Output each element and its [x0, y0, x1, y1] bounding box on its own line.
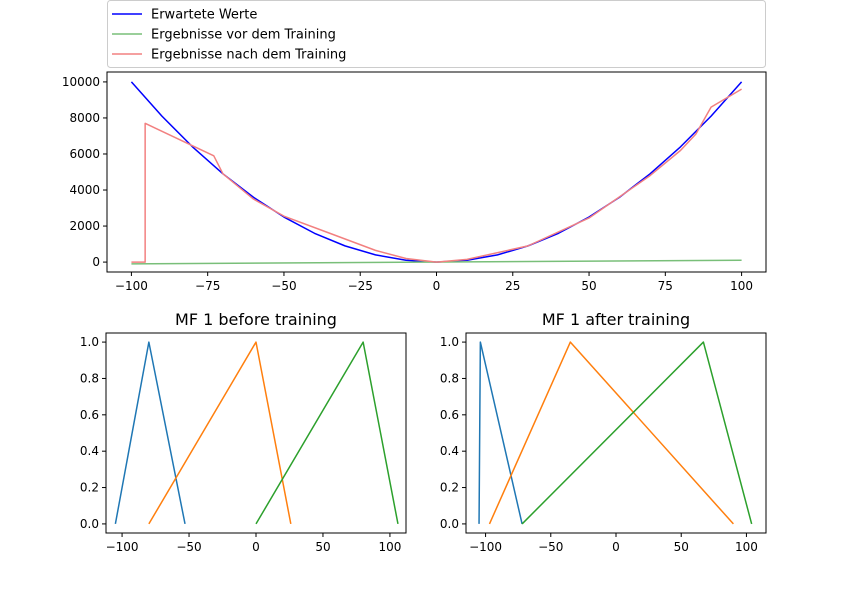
y-tick-label: 0	[92, 255, 100, 269]
x-tick-label: −75	[195, 279, 220, 293]
series-line-2	[521, 341, 753, 525]
x-tick-label: −100	[106, 540, 139, 554]
x-tick-label: −50	[271, 279, 296, 293]
x-tick-label: 100	[730, 279, 753, 293]
x-tick-label: 50	[315, 540, 330, 554]
x-tick-label: 100	[735, 540, 758, 554]
x-tick-label: 50	[581, 279, 596, 293]
x-tick-label: −50	[538, 540, 563, 554]
plot-title: MF 1 after training	[542, 310, 690, 329]
series-line-0	[130, 81, 743, 263]
y-tick-label: 1.0	[80, 335, 99, 349]
y-tick-label: 0.4	[440, 444, 459, 458]
y-tick-label: 6000	[69, 147, 100, 161]
y-tick-label: 10000	[62, 75, 100, 89]
y-tick-label: 0.8	[80, 371, 99, 385]
y-tick-label: 0.6	[80, 408, 99, 422]
x-tick-label: −100	[469, 540, 502, 554]
x-tick-label: 75	[658, 279, 673, 293]
x-tick-label: 0	[612, 540, 620, 554]
mf-before-plot: −100 −50 0 50 100 0.0 0.2 0.4 0.6 0.8 1.0 MF 1 befo…	[80, 310, 407, 554]
series-line-0	[478, 341, 523, 525]
y-tick-label: 4000	[69, 183, 100, 197]
legend-entry: Ergebnisse nach dem Training	[151, 48, 346, 63]
y-tick-label: 0.2	[80, 481, 99, 495]
series-line-0	[114, 341, 186, 525]
x-tick-label: 0	[252, 540, 260, 554]
axes-frame	[106, 71, 767, 273]
x-tick-label: −50	[176, 540, 201, 554]
series-line-1	[148, 341, 292, 525]
y-tick-label: 0.2	[440, 481, 459, 495]
x-tick-label: −100	[115, 279, 148, 293]
y-tick-label: 0.0	[440, 517, 459, 531]
x-tick-label: 100	[378, 540, 401, 554]
y-tick-label: 2000	[69, 219, 100, 233]
x-tick-label: −25	[348, 279, 373, 293]
legend-entry: Erwartete Werte	[151, 8, 257, 23]
series-line-2	[255, 341, 399, 525]
x-tick-label: 25	[505, 279, 520, 293]
axes-frame	[465, 332, 767, 534]
y-tick-label: 0.0	[80, 517, 99, 531]
y-tick-label: 8000	[69, 111, 100, 125]
legend-box	[107, 0, 766, 68]
series-line-1	[488, 341, 734, 525]
x-tick-label: 50	[674, 540, 689, 554]
x-tick-label: 0	[433, 279, 441, 293]
plot-title: MF 1 before training	[175, 310, 337, 329]
series-line-2	[131, 88, 742, 263]
mf-after-plot: −100 −50 0 50 100 0.0 0.2 0.4 0.6 0.8 1.0 MF 1 afte…	[440, 310, 767, 554]
y-tick-label: 0.4	[80, 444, 99, 458]
axes-frame	[105, 332, 407, 534]
y-tick-label: 0.8	[440, 371, 459, 385]
main-plot: −100 −75 −50 −25 0 25 50 75 100 0 2000 4000 6000 8000…	[62, 71, 767, 293]
legend: Erwartete Werte Ergebnisse vor dem Traini…	[107, 0, 766, 68]
legend-entry: Ergebnisse vor dem Training	[151, 28, 336, 43]
y-tick-label: 1.0	[440, 335, 459, 349]
y-tick-label: 0.6	[440, 408, 459, 422]
